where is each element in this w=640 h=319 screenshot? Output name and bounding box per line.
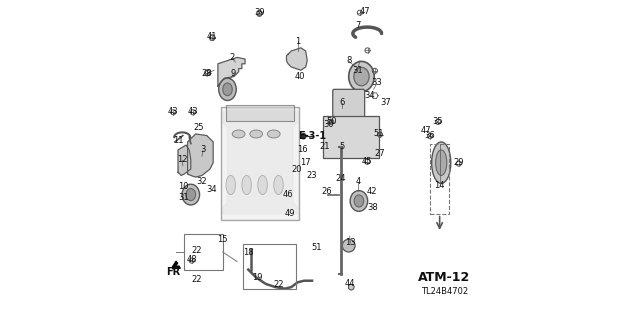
Text: 9: 9 bbox=[230, 69, 236, 78]
Text: 22: 22 bbox=[191, 246, 202, 255]
Ellipse shape bbox=[350, 190, 368, 211]
Text: 1: 1 bbox=[295, 37, 300, 46]
Text: 23: 23 bbox=[307, 171, 317, 180]
Text: 16: 16 bbox=[297, 145, 307, 154]
Text: 49: 49 bbox=[284, 209, 295, 218]
Bar bbox=[184, 234, 223, 270]
Text: 4: 4 bbox=[356, 177, 361, 186]
Text: 2: 2 bbox=[230, 53, 235, 62]
Text: 7: 7 bbox=[356, 21, 361, 30]
Text: 30: 30 bbox=[323, 120, 334, 129]
Text: FR: FR bbox=[166, 267, 180, 277]
Text: 3: 3 bbox=[200, 145, 205, 154]
Bar bbox=[243, 244, 296, 289]
Text: 44: 44 bbox=[345, 279, 356, 288]
Ellipse shape bbox=[349, 62, 374, 92]
Text: 5: 5 bbox=[340, 142, 345, 151]
Text: 12: 12 bbox=[177, 155, 188, 164]
Text: 33: 33 bbox=[371, 78, 382, 87]
Text: 32: 32 bbox=[196, 177, 207, 186]
Bar bbox=[226, 105, 294, 121]
Text: 27: 27 bbox=[374, 149, 385, 158]
Ellipse shape bbox=[436, 150, 447, 175]
Ellipse shape bbox=[186, 189, 196, 201]
Text: 34: 34 bbox=[206, 185, 217, 194]
Polygon shape bbox=[188, 134, 213, 177]
Text: 31: 31 bbox=[178, 193, 189, 202]
Text: 21: 21 bbox=[319, 142, 330, 151]
Text: 25: 25 bbox=[193, 123, 204, 132]
Ellipse shape bbox=[268, 130, 280, 138]
Polygon shape bbox=[287, 48, 307, 70]
Text: 41: 41 bbox=[207, 32, 218, 41]
Text: 39: 39 bbox=[254, 8, 265, 17]
Ellipse shape bbox=[232, 130, 245, 138]
Ellipse shape bbox=[354, 195, 364, 207]
Ellipse shape bbox=[258, 175, 268, 195]
Text: 42: 42 bbox=[367, 187, 378, 196]
Text: 19: 19 bbox=[253, 273, 263, 282]
Text: 14: 14 bbox=[435, 181, 445, 189]
Bar bbox=[323, 116, 379, 158]
Ellipse shape bbox=[226, 175, 236, 195]
Text: 38: 38 bbox=[367, 203, 378, 212]
Text: 6: 6 bbox=[340, 98, 345, 107]
Text: 40: 40 bbox=[294, 72, 305, 81]
Ellipse shape bbox=[342, 239, 355, 252]
Text: 48: 48 bbox=[186, 256, 196, 264]
Ellipse shape bbox=[242, 175, 252, 195]
Text: 11: 11 bbox=[173, 136, 183, 145]
Ellipse shape bbox=[182, 184, 200, 205]
Text: 26: 26 bbox=[321, 187, 332, 196]
Text: E-3-1: E-3-1 bbox=[299, 131, 327, 141]
Text: ATM-12: ATM-12 bbox=[419, 271, 470, 284]
Text: 24: 24 bbox=[335, 174, 346, 183]
Text: 47: 47 bbox=[420, 126, 431, 135]
Text: 47: 47 bbox=[359, 7, 370, 16]
Text: 35: 35 bbox=[433, 117, 444, 126]
Text: 51: 51 bbox=[374, 130, 384, 138]
FancyBboxPatch shape bbox=[333, 89, 365, 123]
Text: 17: 17 bbox=[300, 158, 310, 167]
Ellipse shape bbox=[431, 142, 451, 183]
Text: 28: 28 bbox=[202, 69, 212, 78]
Ellipse shape bbox=[223, 83, 232, 96]
Text: 46: 46 bbox=[283, 190, 293, 199]
Text: 50: 50 bbox=[326, 117, 337, 126]
Text: 31: 31 bbox=[352, 66, 363, 75]
Text: 45: 45 bbox=[362, 157, 372, 166]
Polygon shape bbox=[178, 145, 191, 175]
Ellipse shape bbox=[250, 130, 262, 138]
Text: 18: 18 bbox=[244, 248, 254, 256]
Polygon shape bbox=[218, 57, 245, 86]
Text: 36: 36 bbox=[425, 131, 435, 140]
Text: 37: 37 bbox=[380, 98, 391, 107]
Text: 22: 22 bbox=[191, 275, 202, 284]
Ellipse shape bbox=[274, 175, 284, 195]
Ellipse shape bbox=[354, 67, 369, 86]
Text: 43: 43 bbox=[168, 107, 179, 116]
Text: 51: 51 bbox=[312, 243, 322, 252]
Text: 8: 8 bbox=[346, 56, 351, 65]
Text: 13: 13 bbox=[345, 238, 356, 247]
Text: TL24B4702: TL24B4702 bbox=[421, 287, 468, 296]
Text: 29: 29 bbox=[454, 158, 464, 167]
Text: 43: 43 bbox=[188, 107, 198, 116]
Text: 10: 10 bbox=[178, 182, 189, 191]
Ellipse shape bbox=[219, 78, 236, 100]
Bar bbox=[221, 107, 300, 220]
Circle shape bbox=[301, 134, 306, 139]
Bar bbox=[430, 144, 449, 214]
Text: 15: 15 bbox=[218, 235, 228, 244]
Text: 34: 34 bbox=[364, 91, 375, 100]
Ellipse shape bbox=[348, 284, 354, 290]
Text: 22: 22 bbox=[273, 280, 284, 289]
Polygon shape bbox=[223, 112, 298, 214]
Text: 20: 20 bbox=[292, 165, 302, 174]
